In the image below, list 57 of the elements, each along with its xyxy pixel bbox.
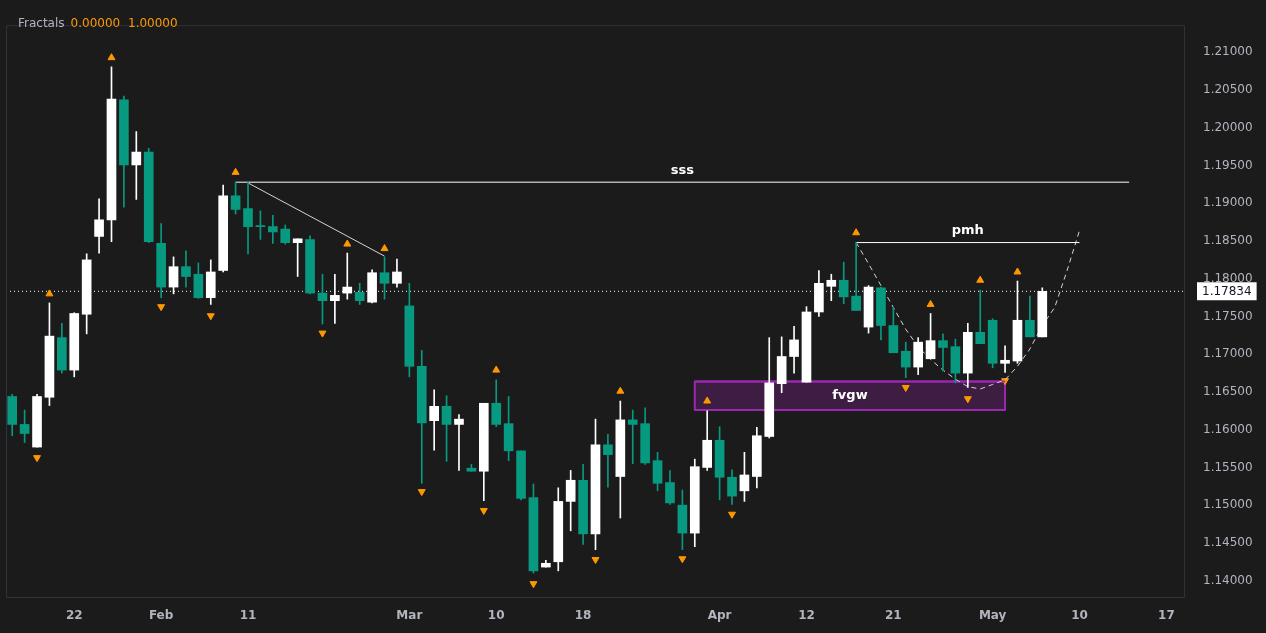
point <box>926 299 935 307</box>
point <box>45 289 54 297</box>
chart-subtitle: 0.00000 1.00000 <box>70 16 178 30</box>
chart-title: Fractals <box>18 16 65 30</box>
point <box>976 275 985 283</box>
point <box>206 313 215 321</box>
y-tick-label: 1.19000 <box>1203 195 1253 210</box>
point <box>678 556 687 564</box>
y-tick-label: 1.14500 <box>1203 535 1253 550</box>
point <box>492 365 501 373</box>
ref-line-label: 1.17834 <box>1202 284 1252 299</box>
point <box>343 239 352 247</box>
y-tick-label: 1.18000 <box>1203 270 1253 285</box>
point <box>591 557 600 565</box>
x-tick-label: Apr <box>707 608 732 623</box>
y-tick-label: 1.14000 <box>1203 572 1253 587</box>
y-tick-label: 1.17000 <box>1203 346 1253 361</box>
point <box>1013 267 1022 275</box>
series-label: pmh <box>951 222 984 238</box>
point <box>380 244 389 252</box>
x-tick-label: 21 <box>885 608 902 623</box>
x-tick-label: Feb <box>148 608 174 623</box>
y-tick-label: 1.15000 <box>1203 497 1253 512</box>
y-tick-label: 1.17500 <box>1203 308 1253 323</box>
point <box>318 330 327 338</box>
point <box>107 53 116 61</box>
point <box>417 489 426 497</box>
x-tick-label: 10 <box>487 608 505 623</box>
y-tick-label: 1.15500 <box>1203 459 1253 474</box>
point <box>703 396 712 404</box>
y-tick-label: 1.20500 <box>1203 82 1253 97</box>
y-tick-label: 1.19500 <box>1203 157 1253 172</box>
x-tick-label: 17 <box>1158 608 1175 623</box>
x-tick-label: May <box>978 608 1007 623</box>
point <box>616 386 625 394</box>
point <box>479 507 488 515</box>
y-tick-label: 1.18500 <box>1203 233 1253 248</box>
y-tick-label: 1.21000 <box>1203 44 1253 59</box>
point <box>728 511 736 519</box>
point <box>33 455 41 463</box>
series-label: sss <box>670 162 695 178</box>
x-tick-label: 12 <box>798 608 815 623</box>
y-tick-label: 1.16500 <box>1203 384 1253 399</box>
point <box>901 384 910 392</box>
series-label: fvgw <box>832 387 868 403</box>
x-tick-label: 10 <box>1071 608 1088 623</box>
point <box>529 581 538 589</box>
y-tick-label: 1.16000 <box>1203 421 1253 436</box>
point <box>963 396 972 404</box>
point <box>231 167 240 175</box>
x-tick-label: Mar <box>396 608 423 623</box>
y-tick-label: 1.20000 <box>1203 119 1253 134</box>
x-tick-label: 11 <box>239 608 257 623</box>
point <box>852 228 861 236</box>
x-tick-label: 22 <box>65 608 83 623</box>
point <box>157 304 166 312</box>
x-tick-label: 18 <box>574 608 592 623</box>
